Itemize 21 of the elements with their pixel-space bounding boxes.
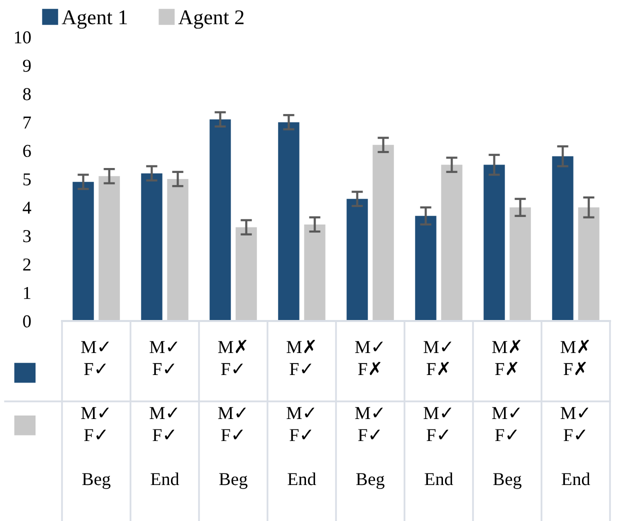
category-label: M✓ F✗ M✓ F✓ Beg (355, 341, 384, 489)
category-label: M✓ F✓ M✓ F✓ Beg (81, 341, 110, 489)
y-tick-label: 2 (23, 258, 30, 270)
category-label: M✗ F✓ M✓ F✓ End (286, 340, 316, 486)
y-tick-label: 3 (23, 230, 31, 242)
y-tick-label: 4 (22, 202, 32, 214)
legend-label: Agent 1 (62, 10, 127, 29)
y-tick-label: 8 (23, 88, 31, 100)
category-label: M✗ F✗ M✓ F✓ Beg (492, 340, 522, 489)
y-tick-label: 5 (23, 173, 31, 186)
category-label: M✓ F✗ M✓ F✓ End (424, 341, 454, 486)
category-label: M✓ F✓ M✓ F✓ End (150, 341, 180, 486)
category-label: M✗ F✗ M✓ F✓ End (560, 340, 590, 486)
y-tick-label: 0 (23, 315, 31, 328)
y-tick-label: 6 (23, 144, 31, 158)
y-tick-label: 10 (14, 31, 31, 44)
y-tick-label: 9 (23, 60, 31, 72)
legend-label: Agent 2 (178, 10, 244, 29)
y-tick-label: 1 (24, 286, 30, 299)
y-tick-label: 7 (24, 116, 31, 128)
category-label: M✗ F✓ M✓ F✓ Beg (218, 340, 248, 489)
